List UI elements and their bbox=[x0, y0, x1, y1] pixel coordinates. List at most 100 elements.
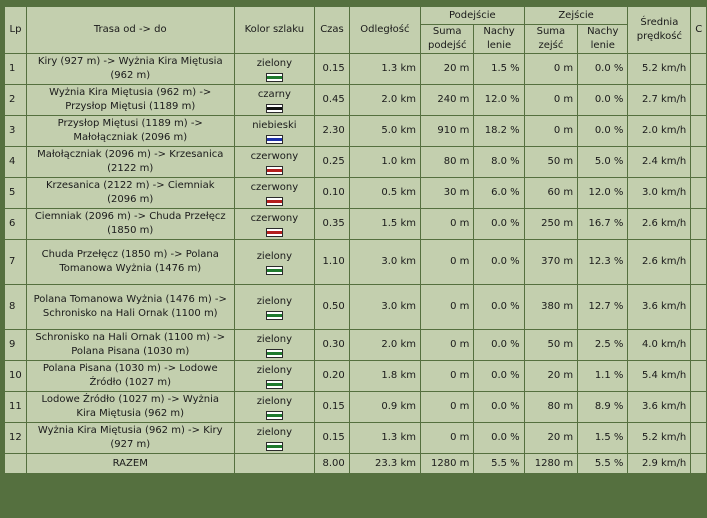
row-time: 0.35 bbox=[315, 209, 349, 239]
col-header-descent: Zejście bbox=[524, 7, 628, 24]
row-descent-sum: 60 m bbox=[524, 178, 578, 208]
row-lp: 10 bbox=[5, 361, 26, 391]
table-row: 6 Ciemniak (2096 m) -> Chuda Przełęcz (18… bbox=[5, 209, 706, 239]
row-trail-color: czerwony bbox=[234, 178, 315, 208]
row-trail-color: zielony bbox=[234, 330, 315, 360]
row-speed: 5.2 km/h bbox=[628, 423, 691, 453]
row-ascent-sum: 80 m bbox=[421, 147, 474, 177]
row-lp: 1 bbox=[5, 54, 26, 84]
row-distance: 1.0 km bbox=[349, 147, 420, 177]
row-speed: 2.0 km/h bbox=[628, 116, 691, 146]
trail-marker-stripe bbox=[266, 230, 282, 234]
trail-marker-stripe bbox=[266, 106, 282, 110]
row-ascent-sum: 0 m bbox=[421, 209, 474, 239]
row-ascent-grade: 0.0 % bbox=[474, 330, 524, 360]
trail-color-label: zielony bbox=[256, 395, 293, 407]
trail-color-label: zielony bbox=[256, 295, 293, 307]
row-route: Schronisko na Hali Ornak (1100 m) -> Pol… bbox=[26, 330, 234, 360]
totals-row: RAZEM 8.00 23.3 km 1280 m 5.5 % 1280 m 5… bbox=[5, 454, 706, 473]
trail-color-label: zielony bbox=[256, 57, 293, 69]
trail-marker-stripe bbox=[266, 137, 282, 141]
trail-marker-icon bbox=[265, 196, 283, 206]
row-speed: 5.4 km/h bbox=[628, 361, 691, 391]
col-header-extra: C bbox=[691, 7, 706, 53]
row-lp: 12 bbox=[5, 423, 26, 453]
row-descent-grade: 5.0 % bbox=[578, 147, 628, 177]
trail-marker-icon bbox=[265, 441, 283, 451]
row-ascent-grade: 8.0 % bbox=[474, 147, 524, 177]
trail-color-label: zielony bbox=[256, 426, 293, 438]
row-trail-color: niebieski bbox=[234, 116, 315, 146]
row-trail-color: zielony bbox=[234, 240, 315, 284]
row-ascent-sum: 0 m bbox=[421, 423, 474, 453]
row-ascent-grade: 1.5 % bbox=[474, 54, 524, 84]
row-speed: 2.6 km/h bbox=[628, 240, 691, 284]
row-ascent-sum: 20 m bbox=[421, 54, 474, 84]
row-descent-sum: 20 m bbox=[524, 361, 578, 391]
trail-marker-icon bbox=[265, 348, 283, 358]
row-descent-sum: 80 m bbox=[524, 392, 578, 422]
totals-extra bbox=[691, 454, 706, 473]
col-header-descent-sum: Suma zejść bbox=[524, 25, 578, 53]
row-descent-grade: 16.7 % bbox=[578, 209, 628, 239]
row-distance: 2.0 km bbox=[349, 330, 420, 360]
row-descent-grade: 0.0 % bbox=[578, 54, 628, 84]
row-trail-color: zielony bbox=[234, 392, 315, 422]
row-ascent-sum: 0 m bbox=[421, 240, 474, 284]
row-time: 0.50 bbox=[315, 285, 349, 329]
trail-marker-icon bbox=[265, 310, 283, 320]
row-descent-sum: 250 m bbox=[524, 209, 578, 239]
row-ascent-grade: 0.0 % bbox=[474, 285, 524, 329]
row-descent-grade: 2.5 % bbox=[578, 330, 628, 360]
row-lp: 9 bbox=[5, 330, 26, 360]
row-trail-color: zielony bbox=[234, 54, 315, 84]
row-ascent-sum: 0 m bbox=[421, 392, 474, 422]
row-extra bbox=[691, 85, 706, 115]
row-trail-color: zielony bbox=[234, 361, 315, 391]
totals-ascent-grade: 5.5 % bbox=[474, 454, 524, 473]
table-row: 5 Krzesanica (2122 m) -> Ciemniak (2096 m… bbox=[5, 178, 706, 208]
row-descent-grade: 8.9 % bbox=[578, 392, 628, 422]
row-ascent-grade: 0.0 % bbox=[474, 361, 524, 391]
row-route: Wyżnia Kira Miętusia (962 m) -> Kiry (92… bbox=[26, 423, 234, 453]
row-route: Przysłop Miętusi (1189 m) -> Małołącznia… bbox=[26, 116, 234, 146]
totals-trail bbox=[234, 454, 315, 473]
table-row: 12 Wyżnia Kira Miętusia (962 m) -> Kiry (… bbox=[5, 423, 706, 453]
row-descent-sum: 380 m bbox=[524, 285, 578, 329]
row-descent-sum: 50 m bbox=[524, 147, 578, 177]
trail-color-label: zielony bbox=[256, 364, 293, 376]
row-ascent-grade: 0.0 % bbox=[474, 392, 524, 422]
row-lp: 7 bbox=[5, 240, 26, 284]
trail-marker-stripe bbox=[266, 75, 282, 79]
row-ascent-grade: 12.0 % bbox=[474, 85, 524, 115]
trail-marker-stripe bbox=[266, 382, 282, 386]
row-extra bbox=[691, 209, 706, 239]
totals-ascent-sum: 1280 m bbox=[421, 454, 474, 473]
row-distance: 1.8 km bbox=[349, 361, 420, 391]
row-extra bbox=[691, 116, 706, 146]
row-ascent-sum: 0 m bbox=[421, 361, 474, 391]
col-header-descent-grade: Nachy lenie bbox=[578, 25, 628, 53]
row-lp: 3 bbox=[5, 116, 26, 146]
row-ascent-sum: 0 m bbox=[421, 285, 474, 329]
row-time: 1.10 bbox=[315, 240, 349, 284]
row-distance: 0.9 km bbox=[349, 392, 420, 422]
trail-marker-icon bbox=[265, 134, 283, 144]
row-trail-color: czerwony bbox=[234, 209, 315, 239]
row-route: Ciemniak (2096 m) -> Chuda Przełęcz (185… bbox=[26, 209, 234, 239]
row-speed: 2.4 km/h bbox=[628, 147, 691, 177]
row-trail-color: czerwony bbox=[234, 147, 315, 177]
row-time: 0.25 bbox=[315, 147, 349, 177]
row-ascent-sum: 30 m bbox=[421, 178, 474, 208]
row-time: 0.10 bbox=[315, 178, 349, 208]
row-lp: 6 bbox=[5, 209, 26, 239]
trail-color-label: zielony bbox=[256, 250, 293, 262]
row-route: Małołączniak (2096 m) -> Krzesanica (212… bbox=[26, 147, 234, 177]
row-trail-color: czarny bbox=[234, 85, 315, 115]
row-descent-sum: 0 m bbox=[524, 54, 578, 84]
row-time: 0.30 bbox=[315, 330, 349, 360]
row-distance: 3.0 km bbox=[349, 285, 420, 329]
row-descent-grade: 12.3 % bbox=[578, 240, 628, 284]
row-extra bbox=[691, 392, 706, 422]
